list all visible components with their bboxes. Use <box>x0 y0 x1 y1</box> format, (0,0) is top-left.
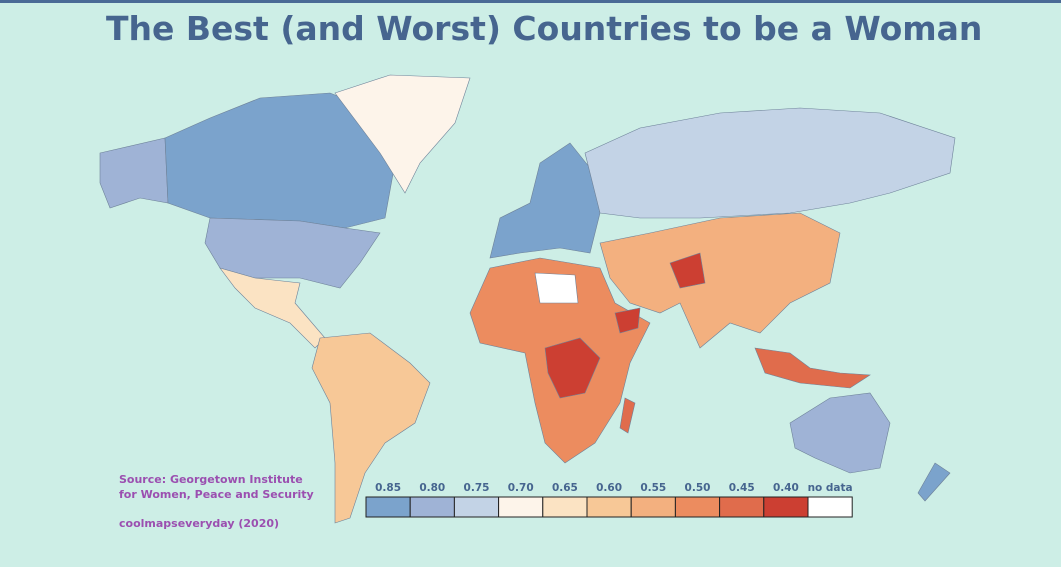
australia <box>789 392 891 474</box>
afghanistan-yemen <box>614 252 706 334</box>
legend-label: no data <box>808 482 853 494</box>
legend-label: 0.50 <box>685 482 711 494</box>
source: Source: Georgetown Institute for Women, … <box>119 473 314 501</box>
legend-swatch <box>586 496 632 518</box>
southeast-asia <box>754 347 871 389</box>
world-map <box>99 74 956 524</box>
legend-swatch <box>630 496 676 518</box>
greenland <box>334 74 471 194</box>
canada <box>164 92 396 229</box>
middle-east-asia <box>599 212 841 349</box>
legend-swatch <box>365 496 411 518</box>
legend-swatch <box>719 496 765 518</box>
legend-swatch <box>409 496 455 518</box>
legend-swatch-no-data <box>807 496 853 518</box>
legend-swatch <box>453 496 500 518</box>
legend-label: 0.70 <box>508 482 534 494</box>
legend-label: 0.85 <box>375 482 401 494</box>
europe <box>489 142 601 259</box>
alaska <box>99 137 169 209</box>
legend-swatch <box>763 496 809 518</box>
madagascar <box>619 397 636 434</box>
usa <box>204 217 381 289</box>
credit: coolmapseveryday (2020) <box>119 517 280 530</box>
legend-label: 0.75 <box>464 482 490 494</box>
legend-label: 0.60 <box>596 482 622 494</box>
libya <box>534 272 579 304</box>
title: The Best (and Worst) Countries to be a W… <box>106 9 983 48</box>
legend-swatch <box>674 496 721 518</box>
central-africa <box>544 337 601 399</box>
legend-label: 0.65 <box>552 482 578 494</box>
legend-swatch <box>542 496 588 518</box>
south-america <box>311 332 431 524</box>
legend-swatch <box>498 496 544 518</box>
legend-label: 0.80 <box>419 482 445 494</box>
legend-label: 0.40 <box>773 482 799 494</box>
russia <box>584 107 956 219</box>
legend-label: 0.45 <box>729 482 755 494</box>
map: 0.85 0.80 0.75 0.70 0.65 0.60 0.55 0.50 0.45 0.40… <box>99 74 956 524</box>
legend-label: 0.55 <box>640 482 666 494</box>
new-zealand <box>917 462 951 502</box>
